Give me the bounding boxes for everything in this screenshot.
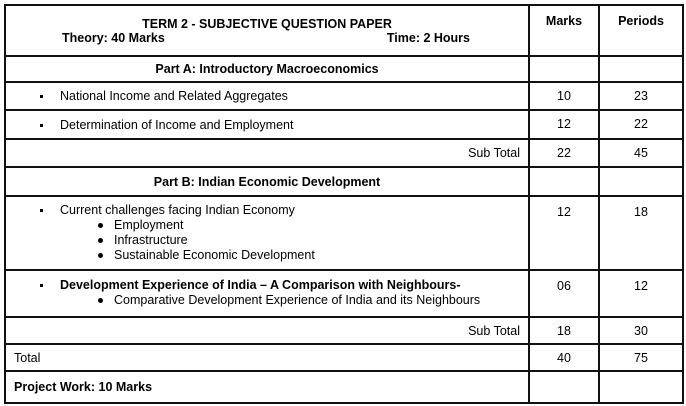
subtotal-marks: 22 — [528, 138, 600, 168]
section-row: Part A: Introductory Macroeconomics — [4, 55, 684, 83]
project-label: Project Work: 10 Marks — [4, 370, 530, 404]
item-marks: 12 — [528, 195, 600, 271]
time: Time: 2 Hours — [386, 30, 470, 45]
subitem: Sustainable Economic Development — [114, 248, 315, 262]
part-b-title: Part B: Indian Economic Development — [4, 166, 530, 197]
total-periods: 75 — [598, 343, 684, 372]
item-periods: 22 — [598, 109, 684, 140]
subtotal-row: Sub Total 22 45 — [4, 138, 684, 168]
item-periods: 12 — [598, 269, 684, 318]
syllabus-table: TERM 2 - SUBJECTIVE QUESTION PAPER Theor… — [4, 4, 684, 404]
subitem: Comparative Development Experience of In… — [114, 293, 481, 307]
subtotal-marks: 18 — [528, 316, 600, 345]
item-label: Current challenges facing Indian Economy — [60, 203, 295, 217]
item-label: Development Experience of India – A Comp… — [60, 278, 461, 292]
part-a-title: Part A: Introductory Macroeconomics — [4, 55, 530, 83]
table-row: Determination of Income and Employment 1… — [4, 109, 684, 140]
subtotal-periods: 30 — [598, 316, 684, 345]
table-row: Current challenges facing Indian Economy… — [4, 195, 684, 271]
subitem: Infrastructure — [114, 233, 188, 247]
periods-header: Periods — [598, 4, 684, 57]
item-marks: 06 — [528, 269, 600, 318]
total-label: Total — [4, 343, 530, 372]
paper-title: TERM 2 - SUBJECTIVE QUESTION PAPER — [142, 16, 392, 31]
item-marks: 10 — [528, 81, 600, 111]
subtotal-periods: 45 — [598, 138, 684, 168]
total-row: Total 40 75 — [4, 343, 684, 372]
header-cell: TERM 2 - SUBJECTIVE QUESTION PAPER Theor… — [4, 4, 530, 57]
section-row: Part B: Indian Economic Development — [4, 166, 684, 197]
project-row: Project Work: 10 Marks — [4, 370, 684, 404]
marks-header: Marks — [528, 4, 600, 57]
theory-marks: Theory: 40 Marks — [62, 30, 165, 45]
header-row: TERM 2 - SUBJECTIVE QUESTION PAPER Theor… — [4, 4, 684, 57]
table-row: Development Experience of India – A Comp… — [4, 269, 684, 318]
item-label: Determination of Income and Employment — [60, 117, 294, 132]
item-periods: 18 — [598, 195, 684, 271]
subtotal-row: Sub Total 18 30 — [4, 316, 684, 345]
item-marks: 12 — [528, 109, 600, 140]
subtotal-label: Sub Total — [4, 316, 530, 345]
subitem: Employment — [114, 218, 184, 232]
item-label: National Income and Related Aggregates — [60, 89, 288, 103]
total-marks: 40 — [528, 343, 600, 372]
table-row: National Income and Related Aggregates 1… — [4, 81, 684, 111]
subtotal-label: Sub Total — [4, 138, 530, 168]
item-periods: 23 — [598, 81, 684, 111]
